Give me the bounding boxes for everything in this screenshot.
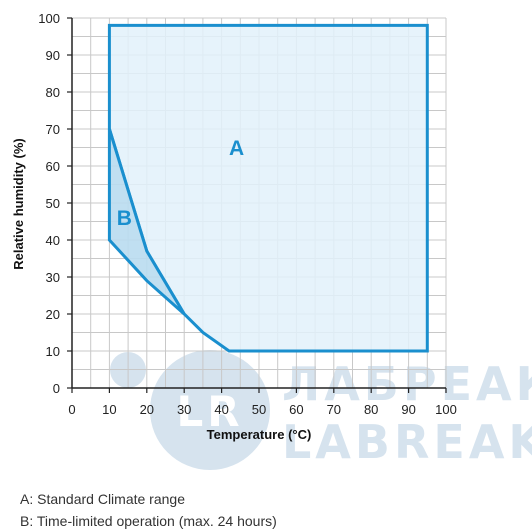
x-tick-label: 30 bbox=[177, 402, 191, 417]
y-tick-label: 40 bbox=[46, 233, 60, 248]
y-tick-label: 20 bbox=[46, 307, 60, 322]
watermark: LR ЛАБРЕАКТИВLABREAKTIV bbox=[110, 350, 532, 470]
x-tick-label: 0 bbox=[68, 402, 75, 417]
legend-item-a: A: Standard Climate range bbox=[20, 491, 185, 507]
x-tick-label: 80 bbox=[364, 402, 378, 417]
y-tick-label: 70 bbox=[46, 122, 60, 137]
x-tick-label: 60 bbox=[289, 402, 303, 417]
y-tick-label: 60 bbox=[46, 159, 60, 174]
x-tick-label: 10 bbox=[102, 402, 116, 417]
watermark-line-2: LABREAKTIV bbox=[282, 415, 532, 469]
region-b bbox=[107, 128, 186, 316]
watermark-line-1: ЛАБРЕАКТИВ bbox=[282, 357, 532, 411]
axes bbox=[67, 17, 447, 393]
y-tick-label: 30 bbox=[46, 270, 60, 285]
x-axis-title: Temperature (°C) bbox=[207, 427, 312, 442]
y-axis-title: Relative humidity (%) bbox=[11, 138, 26, 269]
x-tick-label: 100 bbox=[435, 402, 457, 417]
region-label-b: B bbox=[117, 207, 132, 230]
legend-item-b: B: Time-limited operation (max. 24 hours… bbox=[20, 513, 277, 529]
region-label-a: A bbox=[229, 137, 244, 160]
y-tick-label: 10 bbox=[46, 344, 60, 359]
x-tick-label: 50 bbox=[252, 402, 266, 417]
x-tick-label: 40 bbox=[214, 402, 228, 417]
y-tick-label: 80 bbox=[46, 85, 60, 100]
x-tick-label: 20 bbox=[140, 402, 154, 417]
tick-labels: 0 10 20 30 40 50 60 70 80 90 100 0 10 20 30 40 50 60 70 80 9… bbox=[38, 11, 457, 417]
y-tick-label: 50 bbox=[46, 196, 60, 211]
y-tick-label: 0 bbox=[53, 381, 60, 396]
y-tick-label: 90 bbox=[46, 48, 60, 63]
watermark-logo-text: LR bbox=[176, 387, 243, 436]
x-tick-label: 90 bbox=[401, 402, 415, 417]
regions: AB bbox=[107, 23, 429, 353]
y-tick-label: 100 bbox=[38, 11, 60, 26]
region-a bbox=[107, 23, 429, 353]
legend: A: Standard Climate range B: Time-limite… bbox=[20, 488, 277, 532]
x-tick-label: 70 bbox=[327, 402, 341, 417]
